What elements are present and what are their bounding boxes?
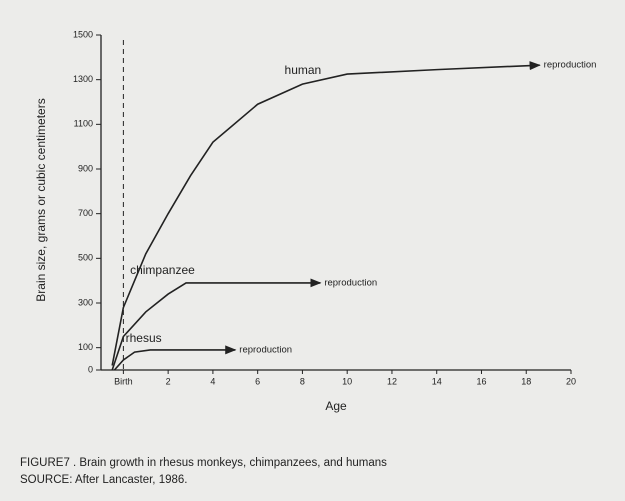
x-axis-label: Age (325, 399, 347, 413)
y-tick-label: 0 (88, 364, 93, 374)
y-tick-label: 1100 (74, 119, 93, 129)
x-tick-label: 8 (300, 376, 305, 386)
y-tick-label: 700 (78, 208, 93, 218)
series-line (113, 345, 237, 371)
series-name: rhesus (126, 331, 162, 345)
y-tick-label: 300 (78, 297, 93, 307)
y-tick-label: 900 (78, 163, 93, 173)
x-tick-label: 20 (566, 376, 576, 386)
series-name: human (285, 63, 322, 77)
reproduction-label: reproduction (324, 277, 377, 288)
x-tick-label: Birth (114, 376, 133, 386)
x-tick-label: 12 (387, 376, 397, 386)
caption: FIGURE7 . Brain growth in rhesus monkeys… (20, 457, 387, 469)
x-tick-label: 4 (210, 376, 215, 386)
x-tick-label: 16 (476, 376, 486, 386)
series-line (111, 61, 541, 366)
y-tick-label: 1500 (73, 29, 93, 39)
y-axis-label: Brain size, grams or cubic centimeters (34, 98, 48, 301)
y-tick-label: 500 (78, 253, 93, 263)
x-tick-label: 10 (342, 376, 352, 386)
series-name: chimpanzee (130, 263, 195, 277)
x-tick-label: 6 (255, 376, 260, 386)
y-tick-label: 100 (78, 342, 93, 352)
x-tick-label: 14 (432, 376, 442, 386)
reproduction-label: reproduction (544, 60, 597, 71)
series-line (111, 278, 322, 371)
y-tick-label: 1300 (73, 74, 93, 84)
x-tick-label: 2 (166, 376, 171, 386)
caption: SOURCE: After Lancaster, 1986. (20, 474, 187, 486)
x-tick-label: 18 (521, 376, 531, 386)
reproduction-label: reproduction (239, 344, 292, 355)
